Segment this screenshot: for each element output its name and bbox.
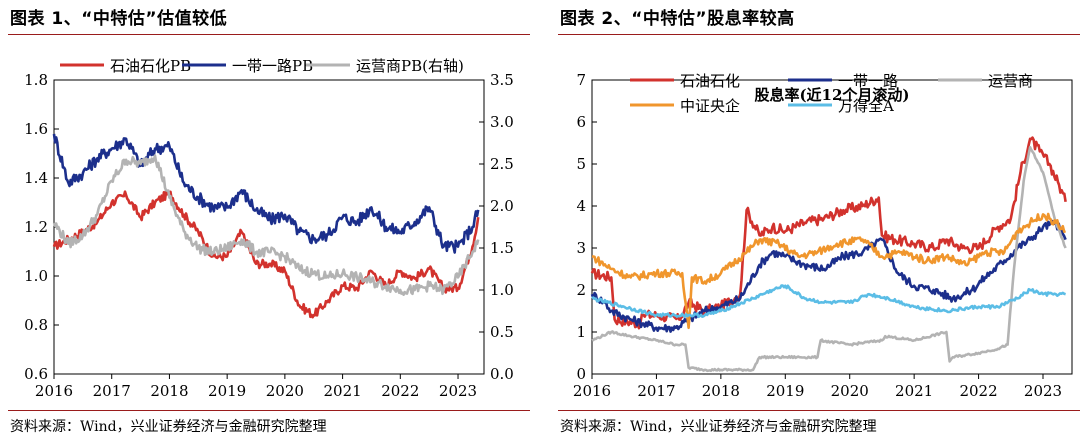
y-left-tick-label: 1.6	[24, 120, 48, 138]
figure-title-left: 图表 1、“中特估”估值较低	[10, 9, 228, 29]
plot-frame	[53, 79, 485, 375]
x-tick-label: 2017	[637, 382, 675, 400]
chart-right: 0 1 2 3 4 5 6 7 2016 2017 2018 2019 2020 2021 2022 2023…	[573, 71, 1073, 400]
y-right-tick-label: 2.0	[490, 197, 514, 215]
series-line-3	[52, 154, 480, 296]
legend-label: 万得全A	[838, 97, 894, 115]
title-rule-right	[558, 34, 1080, 35]
y-left-tick-label: 1.4	[24, 169, 48, 187]
chart-left: 0.6 0.8 1.0 1.2 1.4 1.6 1.8 0.0 0.5 1.0 1.5 2.0 2.5 3…	[24, 57, 514, 400]
x-tick-label: 2019	[208, 382, 246, 400]
source-rule-right	[558, 410, 1080, 411]
title-rule-left	[8, 34, 530, 35]
chart-title: 股息率(近12个月滚动)	[754, 86, 909, 104]
x-tick-label: 2018	[702, 382, 740, 400]
y-left-tick-label: 0.6	[24, 365, 48, 383]
source-note-right: 资料来源：Wind，兴业证券经济与金融研究院整理	[560, 419, 877, 435]
y-right-tick-label: 1.0	[490, 281, 514, 299]
x-tick-label: 2016	[573, 382, 611, 400]
x-tick-label: 2020	[266, 382, 304, 400]
series-line-3	[591, 145, 1067, 373]
y-right-tick-label: 0.5	[490, 323, 514, 341]
source-rule-left	[8, 410, 530, 411]
y-left-tick-label: 1	[576, 323, 586, 341]
x-tick-label: 2016	[35, 382, 73, 400]
y-left-tick-label: 1.2	[24, 218, 48, 236]
x-tick-label: 2018	[150, 382, 188, 400]
x-tick-label: 2021	[895, 382, 933, 400]
x-tick-label: 2020	[831, 382, 869, 400]
x-tick-label: 2022	[381, 382, 419, 400]
series-line-5	[591, 284, 1066, 319]
y-left-tick-label: 4	[576, 197, 586, 215]
x-tick-label: 2022	[959, 382, 997, 400]
legend-label: 运营商	[988, 72, 1033, 90]
series-line-4	[591, 212, 1067, 330]
x-tick-label: 2017	[93, 382, 131, 400]
y-left-tick-label: 3	[576, 239, 586, 257]
series-line-1	[590, 136, 1067, 330]
x-tick-label: 2019	[766, 382, 804, 400]
x-tick-label: 2023	[439, 382, 477, 400]
y-left-tick-label: 6	[576, 113, 586, 131]
legend-label: 石油石化PB	[110, 57, 191, 75]
figure-right: 图表 2、“中特估”股息率较高 0 1 2 3 4 5 6 7 2016 2017 2018 2019…	[550, 0, 1080, 444]
y-right-tick-label: 0.0	[490, 365, 514, 383]
y-right-tick-label: 1.5	[490, 239, 514, 257]
legend-label: 一带一路	[838, 72, 898, 90]
legend-label: 石油石化	[680, 72, 740, 90]
figure-title-right: 图表 2、“中特估”股息率较高	[560, 9, 795, 29]
y-right-tick-label: 3.5	[490, 71, 514, 89]
legend-label: 运营商PB(右轴)	[356, 57, 464, 75]
y-left-tick-label: 1.8	[24, 71, 48, 89]
y-left-tick-label: 5	[576, 155, 586, 173]
y-right-tick-label: 2.5	[490, 155, 514, 173]
y-right-tick-label: 3.0	[490, 113, 514, 131]
series-line-1	[52, 189, 480, 319]
y-left-tick-label: 0	[576, 365, 586, 383]
x-tick-label: 2023	[1024, 382, 1062, 400]
series-line-2	[52, 133, 480, 254]
legend-label: 一带一路PB	[232, 57, 313, 75]
y-left-tick-label: 1.0	[24, 267, 48, 285]
figure-left: 图表 1、“中特估”估值较低 0.6 0.8 1.0 1.2 1.4 1.6 1.8 0.0 0…	[0, 0, 530, 444]
y-left-tick-label: 7	[576, 71, 586, 89]
y-left-tick-label: 2	[576, 281, 586, 299]
source-note-left: 资料来源：Wind，兴业证券经济与金融研究院整理	[10, 419, 327, 435]
x-tick-label: 2021	[323, 382, 361, 400]
series-line-2	[590, 219, 1067, 333]
legend-label: 中证央企	[680, 97, 740, 115]
y-left-tick-label: 0.8	[24, 316, 48, 334]
